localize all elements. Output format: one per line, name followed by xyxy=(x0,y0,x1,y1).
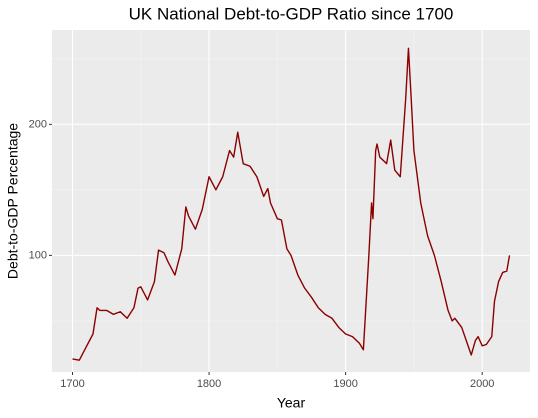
data-line xyxy=(72,47,511,361)
x-tick-label: 1800 xyxy=(197,378,221,390)
x-tick-label: 1900 xyxy=(333,378,357,390)
x-tick-label: 1700 xyxy=(60,378,84,390)
plot-area xyxy=(72,47,511,361)
x-tick-label: 2000 xyxy=(470,378,494,390)
y-axis-label: Debt-to-GDP Percentage xyxy=(5,123,21,279)
y-tick-label: 200 xyxy=(29,118,47,130)
y-tick-label: 100 xyxy=(29,249,47,261)
chart-title: UK National Debt-to-GDP Ratio since 1700 xyxy=(129,4,454,23)
x-axis-label: Year xyxy=(277,395,306,411)
